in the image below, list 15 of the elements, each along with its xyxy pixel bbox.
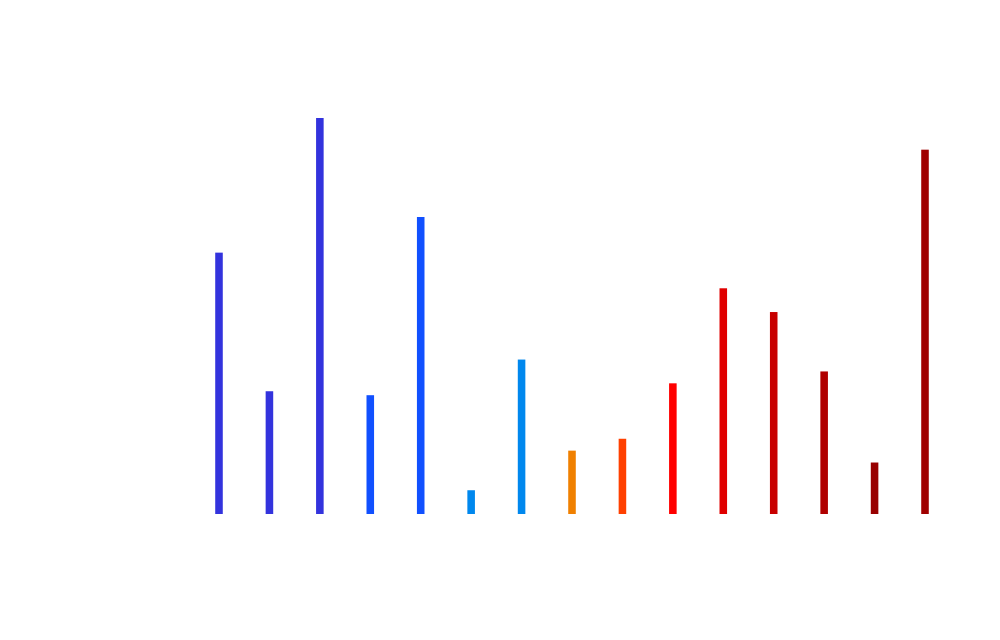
bar: [769, 312, 778, 514]
bar: [870, 462, 879, 514]
bar: [416, 217, 425, 514]
bar: [215, 252, 223, 514]
bar: [568, 450, 576, 514]
bar: [719, 288, 728, 514]
bar: [366, 395, 375, 514]
bar: [467, 490, 475, 514]
bar: [820, 371, 828, 514]
bar: [618, 438, 627, 514]
bar: [517, 359, 526, 514]
bar: [316, 118, 324, 514]
bar: [669, 383, 677, 514]
bar: [265, 391, 274, 514]
bar: [921, 149, 929, 514]
